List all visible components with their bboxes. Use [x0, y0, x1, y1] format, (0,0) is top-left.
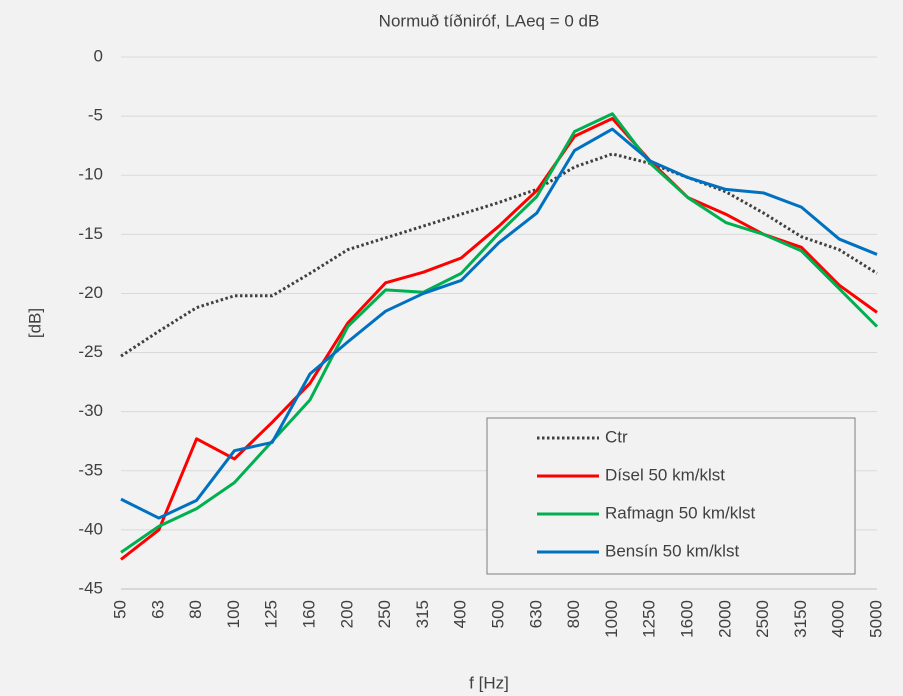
- legend-label: Ctr: [605, 427, 628, 446]
- legend-label: Dísel 50 km/klst: [605, 465, 725, 484]
- y-axis-label: [dB]: [25, 308, 44, 338]
- legend-label: Bensín 50 km/klst: [605, 541, 739, 560]
- x-tick-label: 63: [148, 600, 167, 619]
- y-tick-label: -5: [88, 106, 103, 125]
- y-tick-label: -30: [78, 401, 103, 420]
- x-tick-label: 800: [564, 600, 583, 628]
- series-line: [120, 127, 878, 520]
- x-tick-label: 1250: [640, 600, 659, 638]
- x-tick-label: 630: [526, 600, 545, 628]
- x-tick-label: 5000: [866, 600, 885, 638]
- y-tick-label: -45: [78, 578, 103, 597]
- x-axis-label: f [Hz]: [469, 673, 509, 692]
- chart-title: Normuð tíðniróf, LAeq = 0 dB: [379, 11, 600, 30]
- y-tick-label: 0: [94, 46, 103, 65]
- series-line: [120, 152, 878, 358]
- x-tick-label: 80: [186, 600, 205, 619]
- y-tick-label: -35: [78, 460, 103, 479]
- x-tick-label: 1000: [602, 600, 621, 638]
- series-line: [120, 112, 879, 554]
- x-tick-label: 2500: [753, 600, 772, 638]
- x-tick-label: 250: [375, 600, 394, 628]
- x-tick-label: 315: [413, 600, 432, 628]
- x-tick-label: 125: [262, 600, 281, 628]
- x-tick-label: 400: [451, 600, 470, 628]
- x-tick-label: 4000: [829, 600, 848, 638]
- y-tick-label: -15: [78, 224, 103, 243]
- y-tick-label: -40: [78, 519, 103, 538]
- x-tick-label: 1600: [677, 600, 696, 638]
- legend-label: Rafmagn 50 km/klst: [605, 503, 755, 522]
- y-tick-label: -20: [78, 283, 103, 302]
- x-tick-label: 3150: [791, 600, 810, 638]
- x-tick-label: 500: [488, 600, 507, 628]
- legend-box: [486, 417, 856, 575]
- x-tick-label: 100: [224, 600, 243, 628]
- x-tick-label: 2000: [715, 600, 734, 638]
- y-tick-label: -10: [78, 165, 103, 184]
- x-tick-label: 50: [110, 600, 129, 619]
- y-tick-label: -25: [78, 342, 103, 361]
- x-tick-label: 200: [337, 600, 356, 628]
- x-tick-label: 160: [299, 600, 318, 628]
